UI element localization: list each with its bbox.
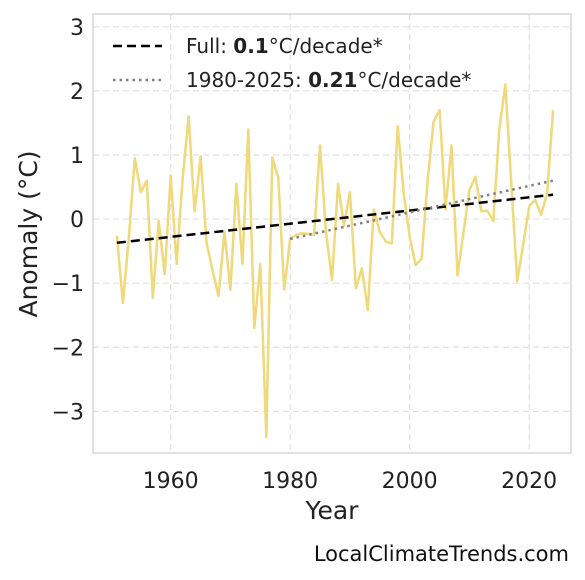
y-tick-label: −1 (52, 272, 84, 297)
legend-label-1980-2025: 1980-2025: 0.21°C/decade* (186, 68, 471, 92)
y-tick-label: 1 (70, 144, 84, 169)
y-tick-label: 3 (70, 16, 84, 41)
y-tick-label: −2 (52, 336, 84, 361)
y-tick-labels: −3 −2 −1 0 1 2 3 (52, 16, 84, 426)
legend: Full: 0.1°C/decade* 1980-2025: 0.21°C/de… (113, 34, 471, 92)
legend-label-full: Full: 0.1°C/decade* (186, 34, 383, 58)
y-tick-label: 0 (70, 208, 84, 233)
grid (93, 14, 571, 453)
series-layer (115, 83, 555, 439)
y-tick-label: 2 (70, 80, 84, 105)
trend-line-full (116, 193, 554, 245)
x-tick-label: 2020 (501, 469, 557, 494)
y-tick-label: −3 (52, 400, 84, 425)
x-tick-labels: 1960 1980 2000 2020 (143, 469, 557, 494)
x-tick-label: 1980 (262, 469, 318, 494)
x-tick-label: 1960 (143, 469, 199, 494)
y-axis-label: Anomaly (°C) (14, 150, 43, 317)
x-tick-label: 2000 (382, 469, 438, 494)
anomaly-series-line (115, 83, 555, 439)
plot-frame (92, 13, 572, 454)
x-axis-label: Year (305, 496, 360, 525)
site-credit: LocalClimateTrends.com (314, 542, 569, 566)
